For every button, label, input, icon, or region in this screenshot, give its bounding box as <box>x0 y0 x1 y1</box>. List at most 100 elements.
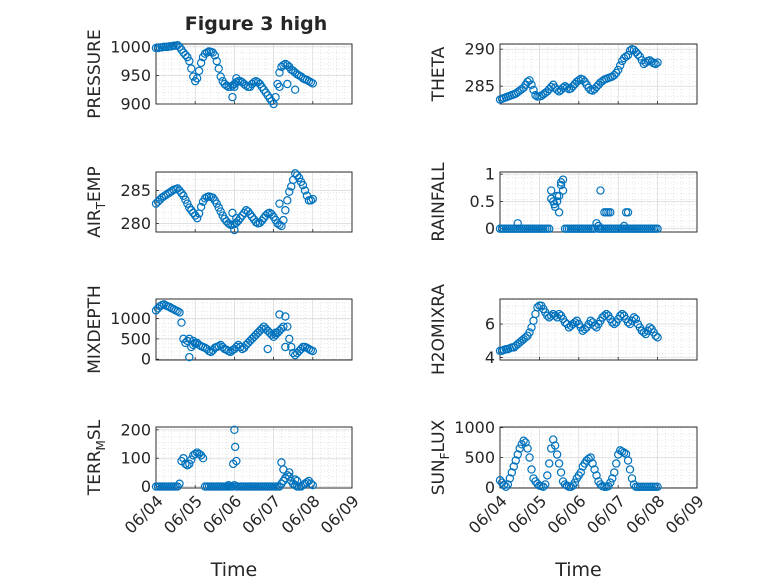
y-axis-label-suffix: SL <box>85 419 105 440</box>
data-point <box>285 334 294 344</box>
data-point <box>281 312 290 321</box>
data-point <box>281 206 290 215</box>
data-point <box>183 52 192 62</box>
y-tick-label: 100 <box>120 449 151 468</box>
series-markers <box>151 169 317 235</box>
data-point <box>606 478 615 487</box>
axes-frame <box>499 298 698 361</box>
y-axis-label: SUNFLUX <box>429 419 452 495</box>
data-point <box>281 473 290 483</box>
y-axis-label-main: AIR <box>85 209 105 238</box>
data-point <box>179 191 188 200</box>
data-point <box>190 211 200 220</box>
data-point <box>556 180 566 190</box>
data-point <box>245 209 255 219</box>
data-point <box>275 68 284 77</box>
data-point <box>285 187 294 196</box>
data-point <box>292 476 302 486</box>
data-point <box>592 471 601 480</box>
data-point <box>625 46 635 55</box>
data-point <box>308 79 317 88</box>
data-point <box>596 186 605 195</box>
data-point <box>196 202 206 212</box>
data-point <box>623 50 633 60</box>
data-point <box>631 314 641 324</box>
data-point <box>185 334 194 344</box>
data-point <box>543 311 552 320</box>
data-point <box>308 346 317 356</box>
y-tick-label: 1000 <box>110 309 151 328</box>
y-tick-label: 500 <box>464 448 495 467</box>
data-point <box>177 318 186 327</box>
y-axis-label-main: PRESSURE <box>85 29 105 118</box>
data-point <box>614 65 623 75</box>
data-point <box>285 468 294 477</box>
series-markers <box>495 435 662 491</box>
data-point <box>232 74 241 83</box>
data-point <box>198 454 208 463</box>
data-point <box>243 207 253 216</box>
data-point <box>216 72 225 81</box>
data-point <box>271 92 280 102</box>
data-point <box>175 186 184 195</box>
data-point <box>175 308 184 317</box>
y-axis-label-suffix: LUX <box>429 419 449 452</box>
data-point <box>519 436 528 445</box>
data-point <box>570 478 580 487</box>
data-point <box>562 481 572 490</box>
data-point <box>234 216 243 225</box>
data-point <box>281 342 290 352</box>
data-point <box>627 474 637 483</box>
data-point <box>190 449 200 459</box>
data-point <box>275 199 284 208</box>
y-axis-label-main: MIXDEPTH <box>85 285 105 374</box>
data-point <box>610 70 619 80</box>
data-point <box>543 471 552 480</box>
data-point <box>521 438 530 447</box>
y-axis-label: MIXDEPTH <box>85 285 105 374</box>
data-point <box>541 480 550 489</box>
data-point <box>173 307 182 316</box>
data-point <box>612 459 621 468</box>
data-point <box>623 456 633 465</box>
y-axis-label-main: SUN <box>429 459 449 495</box>
data-point <box>296 344 306 354</box>
data-point <box>619 221 629 231</box>
data-point <box>251 217 261 227</box>
y-tick-label: 6 <box>485 315 495 334</box>
data-point <box>241 81 251 90</box>
data-point <box>185 352 194 362</box>
data-point <box>306 479 316 488</box>
data-point <box>267 209 276 219</box>
data-point <box>562 83 572 92</box>
data-point <box>507 468 517 477</box>
y-tick-label: 1 <box>485 165 495 184</box>
x-axis-label: Time <box>554 559 602 581</box>
y-tick-label: 950 <box>120 66 151 85</box>
data-point <box>181 459 190 469</box>
y-tick-label: 290 <box>464 40 495 59</box>
y-tick-label: 500 <box>120 329 151 348</box>
data-point <box>653 58 662 67</box>
axes-frame <box>155 298 353 361</box>
data-point <box>545 224 554 233</box>
data-point <box>222 345 231 355</box>
data-point <box>283 322 292 331</box>
data-point <box>556 468 566 477</box>
y-tick-label: 280 <box>120 214 151 233</box>
data-point <box>192 213 202 223</box>
y-tick-label: 1000 <box>454 418 495 437</box>
data-point <box>509 462 518 471</box>
data-point <box>550 441 560 450</box>
data-point <box>232 213 241 223</box>
y-axis-label: TERRMSL <box>85 419 108 496</box>
data-point <box>210 51 219 60</box>
data-point <box>608 474 617 483</box>
y-axis-label: H2OMIXRA <box>429 284 449 375</box>
data-point <box>550 199 559 209</box>
data-point <box>298 180 308 190</box>
data-point <box>224 219 233 228</box>
data-point <box>292 171 302 180</box>
data-point <box>236 213 245 223</box>
data-point <box>527 465 536 474</box>
